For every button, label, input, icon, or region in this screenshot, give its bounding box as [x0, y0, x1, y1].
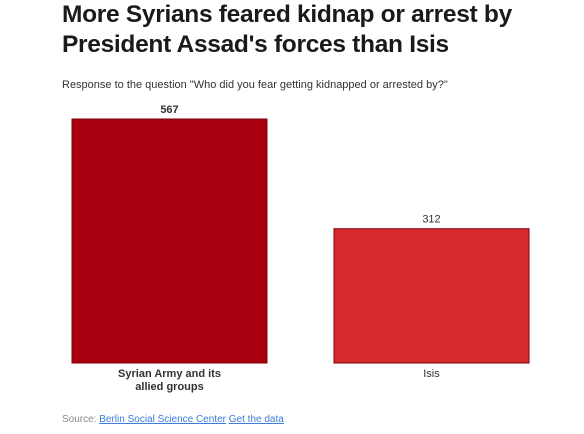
source-link[interactable]: Berlin Social Science Center [99, 414, 226, 425]
bar-syrian-army [71, 118, 268, 364]
get-data-link[interactable]: Get the data [228, 414, 284, 425]
chart-subtitle: Response to the question "Who did you fe… [62, 79, 448, 91]
source-prefix: Source: [62, 414, 97, 425]
data-label: 567 [160, 104, 178, 116]
chart-title: More Syrians feared kidnap or arrest by … [62, 1, 512, 58]
category-label: Isis [423, 368, 440, 380]
bar-isis [333, 228, 530, 364]
category-label: Syrian Army and its allied groups [118, 368, 221, 393]
source-line: Source: Berlin Social Science Center Get… [62, 413, 284, 426]
data-label: 312 [422, 214, 440, 226]
